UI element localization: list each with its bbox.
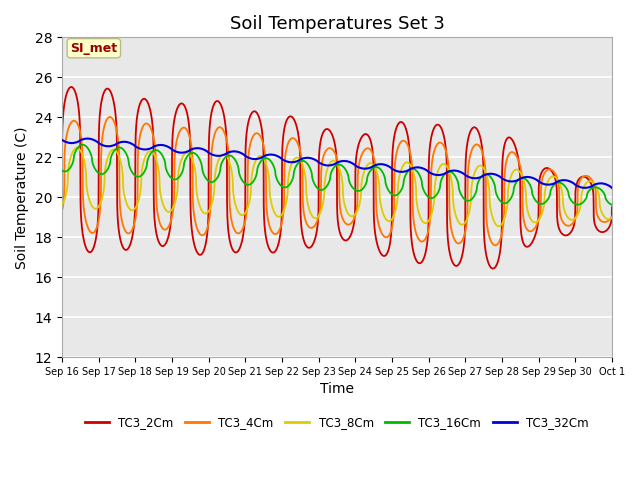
Y-axis label: Soil Temperature (C): Soil Temperature (C) — [15, 126, 29, 268]
Legend: TC3_2Cm, TC3_4Cm, TC3_8Cm, TC3_16Cm, TC3_32Cm: TC3_2Cm, TC3_4Cm, TC3_8Cm, TC3_16Cm, TC3… — [81, 411, 593, 433]
X-axis label: Time: Time — [320, 383, 354, 396]
Title: Soil Temperatures Set 3: Soil Temperatures Set 3 — [230, 15, 444, 33]
Text: SI_met: SI_met — [70, 42, 117, 55]
